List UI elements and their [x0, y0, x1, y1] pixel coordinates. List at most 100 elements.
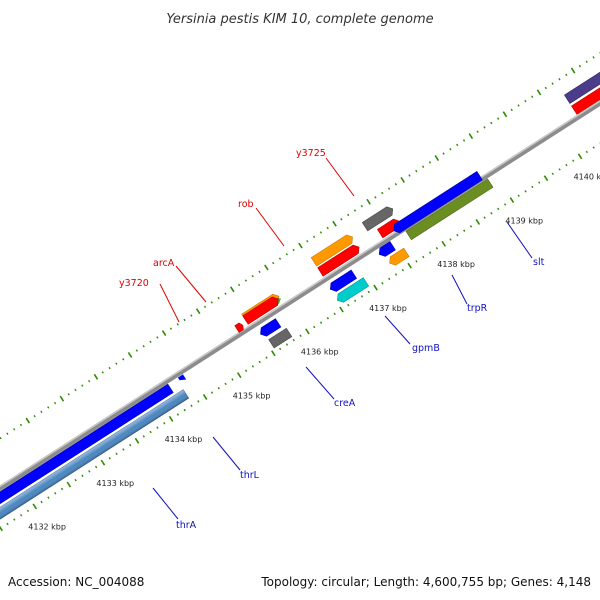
tick-minor	[572, 159, 575, 162]
tick-major	[168, 415, 174, 422]
label-arcA: arcA	[153, 258, 175, 269]
tick-minor	[47, 496, 50, 499]
tick-minor	[217, 387, 220, 390]
gene-thrL-arrow[interactable]	[0, 383, 174, 532]
tick-major	[161, 330, 167, 337]
gene-y3725-arrow[interactable]	[361, 205, 395, 232]
tick-minor	[551, 172, 554, 176]
genome-backbone	[0, 45, 600, 567]
gene-thrL-small-arrow[interactable]	[177, 374, 187, 382]
gene-gpmB-arrow[interactable]	[328, 269, 358, 294]
genome-summary-text: Topology: circular; Length: 4,600,755 bp…	[260, 575, 591, 589]
tick-minor	[483, 126, 486, 129]
tick-minor	[251, 274, 254, 278]
gene-slt-olive-arrow[interactable]	[405, 178, 494, 241]
gene-slt-arrow[interactable]	[391, 171, 483, 235]
tick-minor	[251, 365, 255, 368]
tick-minor	[135, 349, 138, 352]
callout-slt-line	[506, 221, 533, 259]
tick-minor	[19, 423, 23, 427]
tick-minor	[129, 443, 132, 447]
tick-minor	[210, 391, 214, 394]
tick-minor	[442, 152, 445, 155]
tick-minor	[81, 474, 84, 477]
tick-minor	[428, 251, 432, 254]
tick-minor	[360, 204, 363, 208]
tick-minor	[54, 492, 57, 495]
forward-tick-track	[0, 51, 600, 440]
gene-forward-far-navy[interactable]	[564, 50, 600, 104]
gene-creA-gray-arrow[interactable]	[268, 327, 293, 349]
tick-minor	[0, 436, 2, 440]
tick-minor	[20, 513, 23, 517]
callout-y3725-line	[325, 157, 355, 197]
tick-minor	[156, 336, 159, 339]
callout-rob-line	[255, 207, 285, 247]
tick-minor	[6, 432, 9, 435]
callout-arcA-line	[175, 265, 207, 303]
tick-minor	[449, 148, 452, 151]
genome-backbone-highlight	[0, 44, 600, 565]
tick-minor	[299, 334, 302, 337]
tick-major	[0, 525, 3, 532]
tick-minor	[237, 283, 241, 287]
tick-minor	[190, 314, 193, 317]
tick-minor	[387, 187, 391, 190]
tick-major	[373, 284, 378, 291]
tick-major	[441, 240, 447, 247]
tick-minor	[353, 209, 357, 212]
tick-minor	[394, 273, 398, 276]
gene-y3720-arrow[interactable]	[242, 295, 281, 325]
tick-minor	[306, 239, 309, 243]
tick-major	[339, 306, 344, 313]
scale-label: 4139 kbp	[505, 216, 543, 225]
tick-minor	[415, 260, 418, 263]
gene-rob-arrow[interactable]	[310, 233, 355, 267]
label-thrL: thrL	[240, 470, 260, 481]
tick-minor	[517, 194, 520, 197]
tick-major	[434, 155, 440, 161]
scale-label: 4133 kbp	[96, 479, 134, 488]
tick-minor	[279, 347, 282, 351]
scale-label: 4132 kbp	[28, 523, 66, 532]
gene-callouts	[152, 157, 533, 520]
gene-creA-arrow[interactable]	[258, 318, 282, 339]
tick-minor	[292, 338, 295, 342]
tick-minor	[531, 185, 534, 189]
tick-minor	[6, 522, 9, 526]
scale-label: 4138 kbp	[437, 260, 475, 269]
tick-minor	[149, 430, 152, 434]
tick-minor	[319, 321, 323, 324]
gene-trpR-orange-arrow[interactable]	[387, 247, 410, 267]
tick-minor	[122, 448, 125, 451]
gene-forward-far-red[interactable]	[571, 61, 600, 115]
tick-major	[400, 176, 405, 183]
label-y3720: y3720	[119, 278, 149, 289]
tick-major	[100, 459, 106, 466]
tick-minor	[354, 299, 357, 302]
callout-y3720-line	[159, 283, 180, 323]
tick-minor	[13, 518, 16, 521]
callout-trpR-line	[451, 274, 468, 305]
scale-label: 4136 kbp	[301, 348, 339, 357]
gene-trpR-arrow[interactable]	[377, 241, 396, 259]
gene-small-red-arrow[interactable]	[234, 322, 245, 333]
tick-minor	[435, 247, 439, 250]
tick-major	[59, 395, 65, 402]
tick-minor	[394, 183, 397, 186]
tick-major	[468, 133, 474, 140]
scale-labels: 4132 kbp 4133 kbp 4134 kbp 4135 kbp 4136 kbp…	[28, 173, 600, 532]
tick-minor	[33, 414, 36, 418]
tick-minor	[285, 253, 288, 256]
tick-minor	[558, 78, 561, 81]
gene-rob-red-arrow[interactable]	[317, 243, 362, 277]
tick-minor	[74, 478, 77, 482]
tick-minor	[585, 60, 588, 63]
tick-minor	[340, 218, 343, 221]
tick-minor	[231, 378, 234, 381]
tick-minor	[81, 384, 84, 387]
tick-major	[502, 111, 508, 118]
gene-gpmB-cyan-arrow[interactable]	[335, 277, 370, 305]
tick-minor	[312, 235, 316, 239]
